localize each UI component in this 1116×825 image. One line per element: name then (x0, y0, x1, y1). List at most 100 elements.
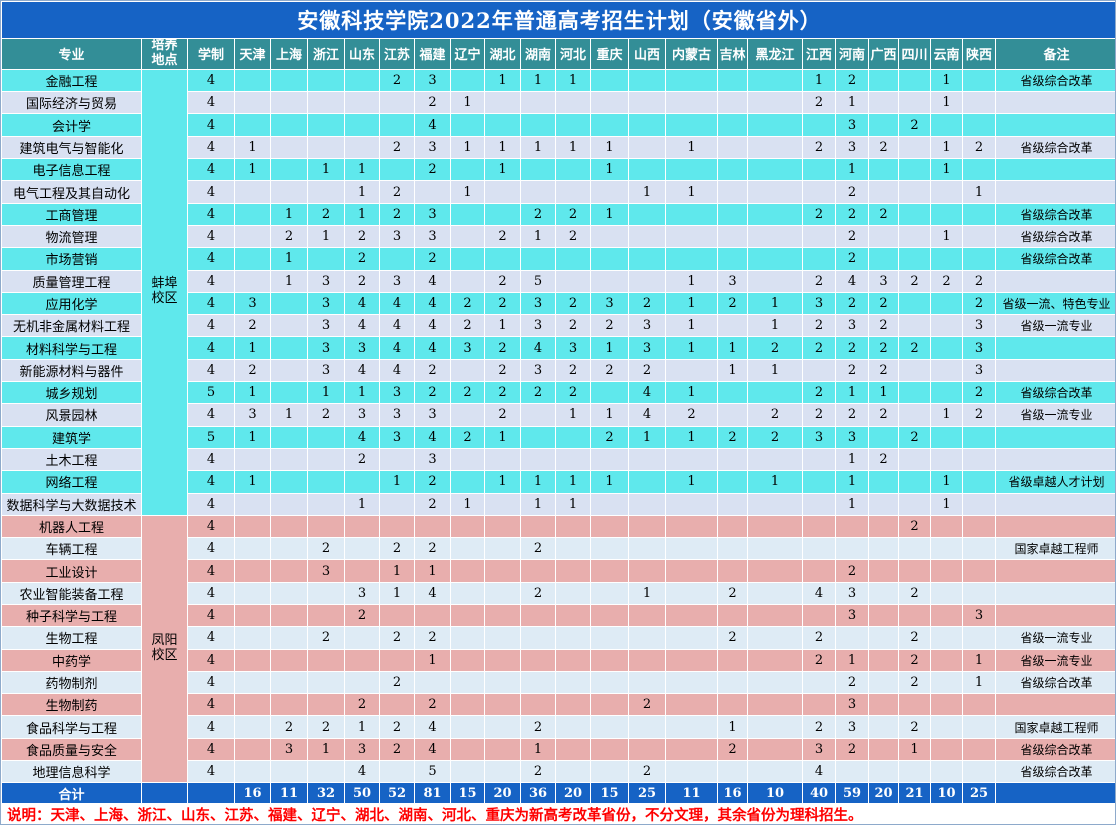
plan-count-cell: 2 (555, 202, 591, 226)
plan-count-cell (962, 202, 996, 226)
plan-count-cell (747, 135, 803, 160)
plan-count-cell (555, 158, 591, 182)
plan-count-cell: 2 (898, 336, 931, 360)
plan-count-cell (868, 581, 899, 606)
plan-count-cell (962, 68, 996, 93)
plan-count-cell (270, 135, 308, 160)
plan-count-cell (307, 447, 345, 472)
plan-count-cell (484, 537, 521, 561)
total-count-cell: 25 (962, 782, 996, 805)
column-header-label: 山西 (633, 48, 660, 64)
plan-count-cell (747, 559, 803, 583)
plan-count-cell: 1 (520, 68, 556, 93)
plan-count-cell (717, 202, 748, 226)
plan-count-cell: 1 (930, 403, 963, 427)
plan-count-cell (484, 247, 521, 271)
total-row: 合计 16 11 32 50 52 81 15 20 36 20 15 25 11 16 10 40 59 20 21… (1, 782, 1115, 805)
plan-count-cell (802, 447, 836, 472)
plan-count-cell: 1 (344, 202, 380, 226)
plan-count-cell (628, 603, 666, 628)
plan-count-cell (898, 247, 931, 271)
plan-count-cell: 4 (414, 581, 451, 606)
plan-count-cell: 2 (835, 336, 869, 360)
column-header-label: 云南 (933, 48, 960, 64)
plan-count-cell: 2 (628, 358, 666, 383)
plan-count-cell (868, 603, 899, 628)
plan-count-cell (450, 715, 485, 739)
plan-count-cell: 3 (962, 314, 996, 338)
plan-count-cell (898, 537, 931, 561)
plan-count-cell: 4 (628, 381, 666, 405)
plan-count-cell (307, 603, 345, 628)
plan-count-cell (344, 91, 380, 115)
plan-count-cell (520, 514, 556, 539)
plan-count-cell (665, 358, 718, 383)
plan-count-cell: 1 (270, 247, 308, 271)
plan-count-cell (665, 626, 718, 650)
plan-count-cell (717, 68, 748, 93)
plan-count-cell: 2 (555, 314, 591, 338)
plan-count-cell (450, 693, 485, 717)
plan-count-cell: 2 (717, 737, 748, 762)
total-count-cell: 40 (802, 782, 836, 805)
plan-count-cell (868, 626, 899, 650)
plan-count-cell (802, 603, 836, 628)
major-name: 物流管理 (1, 224, 142, 249)
plan-count-cell: 2 (414, 537, 451, 561)
plan-count-cell: 1 (665, 269, 718, 293)
column-header-label: 陕西 (965, 48, 992, 64)
plan-count-cell: 1 (414, 559, 451, 583)
plan-count-cell: 2 (270, 715, 308, 739)
plan-count-cell (717, 760, 748, 784)
remark-cell: 省级一流专业 (994, 403, 1115, 427)
plan-count-cell (717, 670, 748, 695)
plan-count-cell (307, 247, 345, 271)
plan-count-cell (344, 68, 380, 93)
plan-count-cell (414, 603, 451, 628)
plan-count-cell: 2 (835, 291, 869, 316)
total-count-cell: 10 (747, 782, 803, 805)
plan-count-cell: 4 (344, 314, 380, 338)
plan-count-cell (555, 559, 591, 583)
plan-count-cell (590, 737, 629, 762)
plan-count-cell (930, 670, 963, 695)
plan-count-cell: 1 (930, 470, 963, 494)
plan-count-cell: 1 (930, 135, 963, 160)
plan-count-cell: 2 (414, 470, 451, 494)
title-row: 安徽科技学院2022年普通高考招生计划（安徽省外） (1, 1, 1115, 39)
plan-count-cell (962, 626, 996, 650)
plan-count-cell (747, 492, 803, 516)
plan-count-cell: 3 (344, 737, 380, 762)
plan-count-cell (307, 91, 345, 115)
plan-count-cell (628, 715, 666, 739)
table-row: 食品科学与工程 4 2 2 1 2 4 2 1 2 3 2 国家卓越工程师 (1, 715, 1115, 739)
plan-count-cell (665, 68, 718, 93)
plan-count-cell: 2 (520, 381, 556, 405)
remark-cell (994, 559, 1115, 583)
plan-count-cell (234, 202, 271, 226)
plan-count-cell (484, 492, 521, 516)
plan-count-cell (555, 269, 591, 293)
plan-count-cell (628, 91, 666, 115)
duration-cell: 4 (187, 737, 235, 762)
major-name: 建筑电气与智能化 (1, 135, 142, 160)
plan-count-cell: 3 (962, 336, 996, 360)
total-count-cell: 11 (665, 782, 718, 805)
plan-count-cell: 4 (520, 336, 556, 360)
plan-count-cell (930, 715, 963, 739)
plan-count-cell: 4 (414, 737, 451, 762)
total-count-cell: 21 (898, 782, 931, 805)
table-row: 农业智能装备工程 4 3 1 4 2 1 2 4 3 2 (1, 581, 1115, 606)
major-name: 无机非金属材料工程 (1, 314, 142, 338)
plan-count-cell (898, 158, 931, 182)
plan-count-cell: 2 (450, 291, 485, 316)
column-header-20: 广西 (868, 38, 899, 70)
plan-count-cell (450, 202, 485, 226)
table-row: 土木工程 4 2 3 1 2 (1, 447, 1115, 472)
column-header-22: 云南 (930, 38, 963, 70)
plan-count-cell (270, 314, 308, 338)
table-row: 机器人工程 凤阳校区 4 2 (1, 514, 1115, 784)
plan-count-cell: 1 (234, 158, 271, 182)
plan-count-cell: 2 (835, 247, 869, 271)
